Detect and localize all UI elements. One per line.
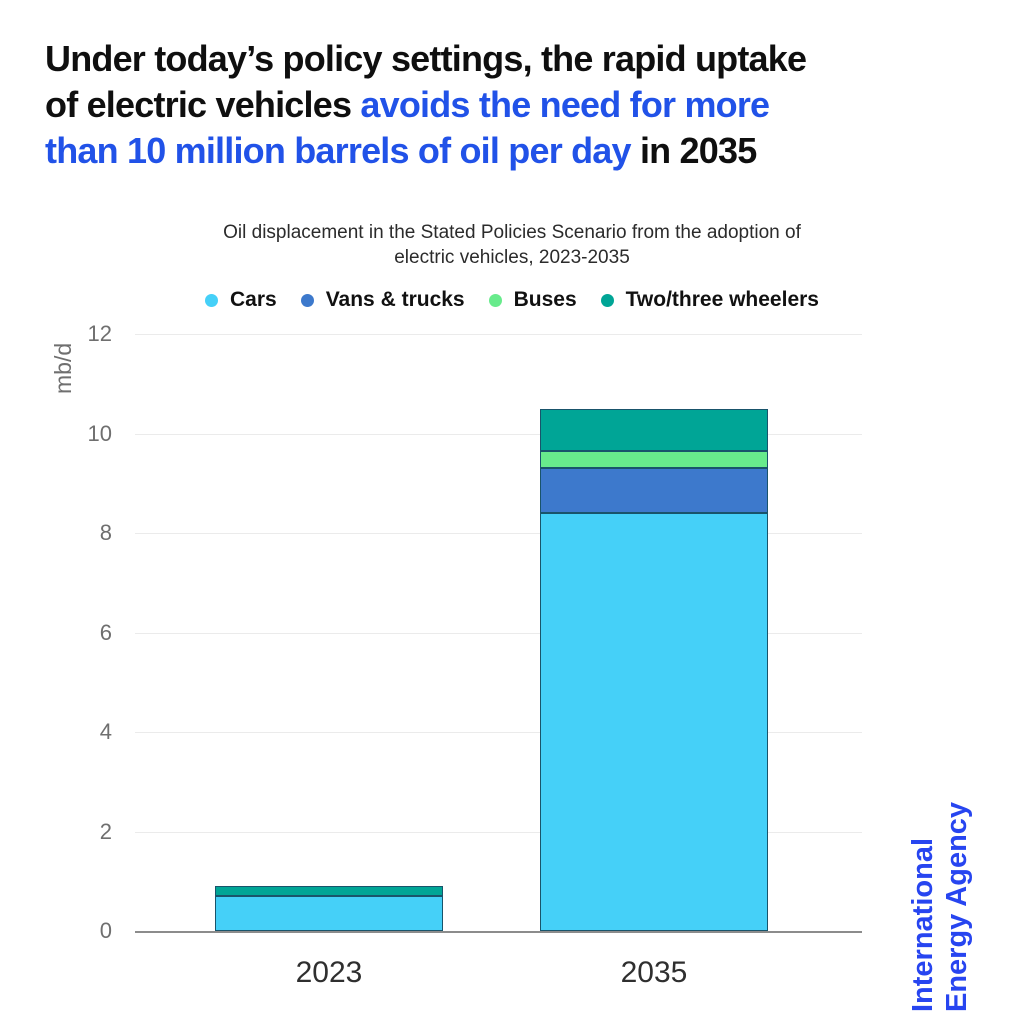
title-line-2: of electric vehicles avoids the need for… [45, 82, 995, 128]
chart-subtitle-line-2: electric vehicles, 2023-2035 [394, 247, 630, 268]
y-tick-label-6: 6 [99, 620, 112, 645]
legend-label-buses: Buses [513, 288, 577, 311]
gridline-4 [135, 732, 862, 733]
y-axis-unit-label: mb/d [50, 342, 76, 394]
chart-subtitle-line-1: Oil displacement in the Stated Policies … [223, 222, 801, 243]
bar-2023-cars [215, 896, 443, 931]
title-segment-highlight: than 10 million barrels of oil per day [45, 130, 632, 171]
gridline-6 [135, 633, 862, 634]
bar-2035-cars [540, 513, 768, 931]
legend-item-two-three-wheelers: Two/three wheelers [600, 288, 819, 312]
x-axis-label-2035: 2035 [620, 956, 688, 989]
x-axis-line [135, 931, 862, 933]
legend-label-vans-trucks: Vans & trucks [325, 288, 465, 311]
y-tick-label-10: 10 [87, 421, 112, 446]
bar-2035-buses [540, 451, 768, 468]
legend-label-two-three-wheelers: Two/three wheelers [625, 288, 819, 311]
y-tick-label-2: 2 [99, 819, 112, 844]
page-title: Under today’s policy settings, the rapid… [45, 36, 995, 174]
iea-wordmark: International Energy Agency [906, 802, 974, 1012]
y-tick-label-12: 12 [87, 321, 112, 346]
chart-subtitle: Oil displacement in the Stated Policies … [12, 220, 1012, 270]
title-line-1: Under today’s policy settings, the rapid… [45, 36, 995, 82]
legend-label-cars: Cars [230, 288, 277, 311]
gridline-10 [135, 434, 862, 435]
legend-item-cars: Cars [205, 288, 277, 312]
gridline-8 [135, 533, 862, 534]
bar-2035-vans-trucks [540, 468, 768, 513]
iea-wordmark-line-2: Energy Agency [941, 801, 973, 1012]
legend-swatch-buses [488, 293, 502, 307]
y-tick-label-0: 0 [99, 918, 112, 943]
title-segment: of electric vehicles [45, 84, 361, 125]
gridline-2 [135, 832, 862, 833]
chart-legend: Cars Vans & trucks Buses Two/three wheelers [12, 288, 1012, 312]
legend-swatch-cars [205, 293, 218, 307]
title-segment: Under today’s policy settings, the rapid… [45, 38, 807, 79]
legend-swatch-two-three-wheelers [600, 293, 614, 307]
title-line-3: than 10 million barrels of oil per day i… [45, 128, 995, 174]
y-tick-label-8: 8 [99, 520, 112, 545]
bar-2035-two-three-wheelers [540, 409, 768, 451]
legend-item-vans-trucks: Vans & trucks [300, 288, 465, 312]
x-axis-label-2023: 2023 [295, 956, 363, 989]
bar-2023-two-three-wheelers [215, 886, 443, 896]
gridline-12 [135, 334, 862, 335]
iea-wordmark-line-1: International [907, 837, 939, 1012]
y-tick-label-4: 4 [99, 719, 112, 744]
title-segment-highlight: avoids the need for more [360, 84, 770, 125]
title-segment: in 2035 [630, 130, 757, 171]
legend-item-buses: Buses [488, 288, 577, 312]
legend-swatch-vans-trucks [300, 293, 314, 307]
